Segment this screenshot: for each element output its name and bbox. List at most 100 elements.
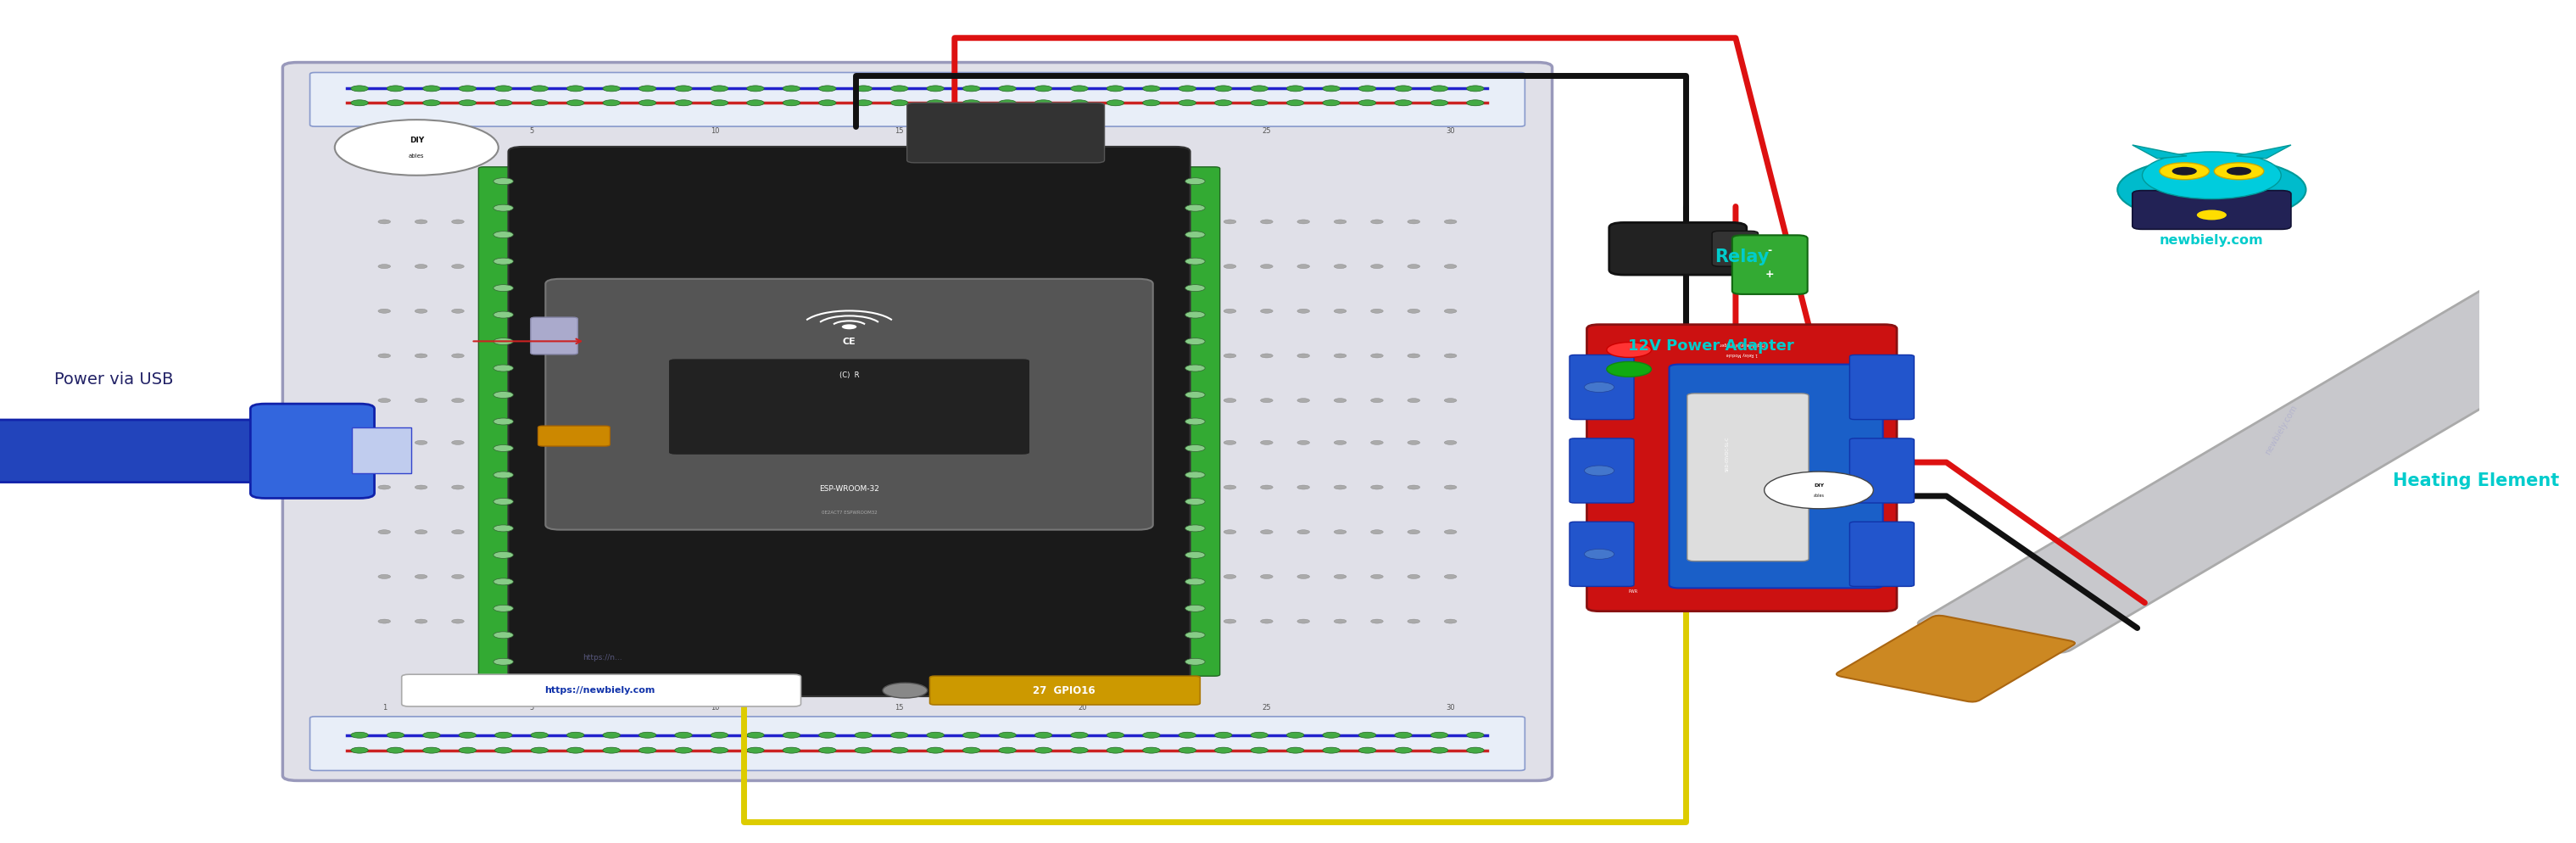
Circle shape [1077, 220, 1090, 224]
Circle shape [1041, 309, 1051, 314]
Circle shape [819, 747, 837, 754]
Circle shape [1466, 86, 1484, 92]
Circle shape [1370, 265, 1383, 269]
Circle shape [1077, 399, 1090, 403]
Circle shape [379, 399, 392, 403]
Circle shape [1334, 399, 1347, 403]
Circle shape [567, 732, 585, 738]
Circle shape [894, 530, 904, 534]
Circle shape [636, 486, 649, 489]
Circle shape [1224, 530, 1236, 534]
Circle shape [1430, 732, 1448, 738]
Circle shape [451, 620, 464, 624]
Circle shape [459, 86, 477, 92]
FancyBboxPatch shape [1837, 615, 2074, 702]
Circle shape [636, 441, 649, 445]
Circle shape [636, 309, 649, 314]
Circle shape [1113, 441, 1126, 445]
Circle shape [598, 486, 611, 489]
Circle shape [1216, 100, 1231, 106]
Circle shape [747, 732, 765, 738]
Circle shape [1607, 362, 1651, 377]
Text: 25: 25 [1262, 704, 1270, 712]
Circle shape [963, 100, 979, 106]
Circle shape [489, 399, 500, 403]
FancyBboxPatch shape [353, 427, 412, 473]
Circle shape [819, 732, 837, 738]
Circle shape [567, 86, 585, 92]
Circle shape [1224, 220, 1236, 224]
Circle shape [672, 265, 685, 269]
Circle shape [1002, 575, 1015, 579]
Circle shape [930, 399, 943, 403]
Circle shape [1298, 486, 1309, 489]
Circle shape [1072, 100, 1087, 106]
Circle shape [1445, 486, 1455, 489]
Circle shape [1224, 575, 1236, 579]
Circle shape [1370, 575, 1383, 579]
Circle shape [598, 220, 611, 224]
Circle shape [489, 354, 500, 357]
Text: 15: 15 [894, 126, 904, 135]
Circle shape [1358, 747, 1376, 754]
Circle shape [603, 732, 621, 738]
Circle shape [747, 220, 757, 224]
Circle shape [1149, 441, 1162, 445]
Circle shape [927, 732, 943, 738]
Circle shape [1260, 486, 1273, 489]
Text: 12V Power Adapter: 12V Power Adapter [1628, 338, 1793, 353]
Circle shape [930, 309, 943, 314]
Circle shape [379, 220, 392, 224]
Circle shape [1224, 265, 1236, 269]
Circle shape [966, 309, 979, 314]
Text: newbiely.com: newbiely.com [2159, 234, 2264, 247]
Circle shape [526, 309, 538, 314]
Circle shape [783, 732, 801, 738]
Circle shape [1406, 486, 1419, 489]
FancyBboxPatch shape [507, 147, 1190, 696]
Text: Relay: Relay [1716, 249, 1770, 266]
Circle shape [819, 575, 832, 579]
Circle shape [1406, 441, 1419, 445]
Circle shape [350, 100, 368, 106]
Circle shape [495, 732, 513, 738]
Circle shape [708, 575, 721, 579]
Circle shape [672, 530, 685, 534]
FancyBboxPatch shape [538, 426, 611, 446]
Text: 25: 25 [1262, 126, 1270, 135]
Circle shape [1607, 342, 1651, 357]
Circle shape [1406, 220, 1419, 224]
Circle shape [1321, 86, 1340, 92]
Circle shape [1584, 382, 1615, 392]
Circle shape [636, 399, 649, 403]
Circle shape [1298, 354, 1309, 357]
Circle shape [495, 391, 513, 398]
Circle shape [1185, 205, 1206, 212]
Circle shape [1185, 525, 1206, 532]
Circle shape [855, 575, 868, 579]
Circle shape [783, 354, 796, 357]
Circle shape [894, 486, 904, 489]
Circle shape [1358, 86, 1376, 92]
FancyBboxPatch shape [546, 279, 1154, 529]
Circle shape [489, 265, 500, 269]
Circle shape [562, 530, 574, 534]
Circle shape [415, 354, 428, 357]
Circle shape [1072, 732, 1087, 738]
Circle shape [783, 86, 801, 92]
Circle shape [603, 86, 621, 92]
Circle shape [1180, 100, 1195, 106]
Circle shape [562, 309, 574, 314]
Circle shape [1144, 747, 1159, 754]
Circle shape [415, 441, 428, 445]
Circle shape [1185, 658, 1206, 665]
Circle shape [495, 365, 513, 372]
Circle shape [819, 309, 832, 314]
Circle shape [415, 399, 428, 403]
Text: ables: ables [410, 153, 425, 158]
Circle shape [1260, 309, 1273, 314]
Circle shape [842, 325, 858, 330]
Circle shape [819, 486, 832, 489]
Text: CE: CE [842, 337, 855, 346]
Circle shape [639, 100, 657, 106]
